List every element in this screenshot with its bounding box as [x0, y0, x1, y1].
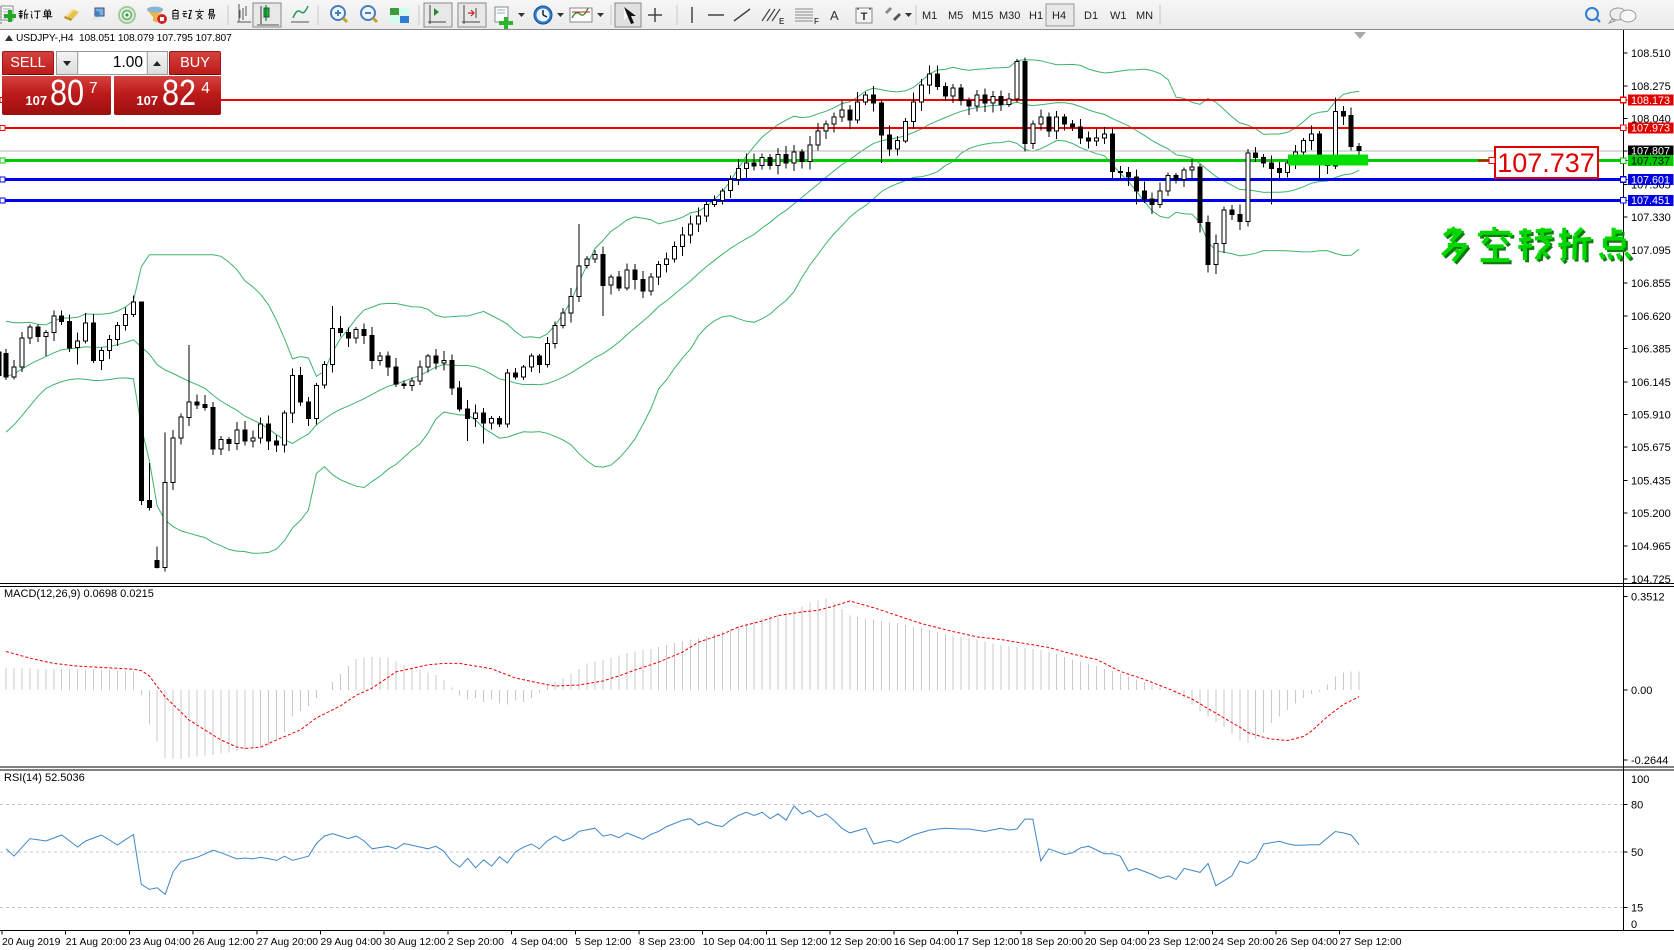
svg-text:107.330: 107.330 [1631, 212, 1671, 224]
svg-text:M5: M5 [948, 10, 963, 22]
svg-text:0.3512: 0.3512 [1631, 592, 1665, 604]
svg-text:11 Sep 12:00: 11 Sep 12:00 [766, 937, 827, 948]
svg-text:26 Sep 04:00: 26 Sep 04:00 [1276, 937, 1338, 948]
svg-text:107.095: 107.095 [1631, 245, 1671, 257]
svg-text:20 Aug 2019: 20 Aug 2019 [2, 937, 61, 948]
svg-text:21 Aug 20:00: 21 Aug 20:00 [66, 937, 127, 948]
svg-text:107.973: 107.973 [1631, 123, 1670, 135]
svg-text:107.807: 107.807 [1631, 146, 1670, 158]
svg-text:18 Sep 20:00: 18 Sep 20:00 [1021, 937, 1083, 948]
svg-text:RSI(14) 52.5036: RSI(14) 52.5036 [4, 772, 85, 784]
svg-text:107.451: 107.451 [1631, 195, 1670, 207]
svg-text:105.910: 105.910 [1631, 410, 1671, 422]
svg-text:104.725: 104.725 [1631, 574, 1671, 586]
svg-text:4 Sep 04:00: 4 Sep 04:00 [512, 937, 568, 948]
svg-text:M1: M1 [922, 10, 937, 22]
svg-text:108.173: 108.173 [1631, 95, 1670, 107]
svg-text:-0.2644: -0.2644 [1631, 755, 1668, 767]
svg-text:24 Sep 20:00: 24 Sep 20:00 [1212, 937, 1274, 948]
svg-text:30 Aug 12:00: 30 Aug 12:00 [384, 937, 445, 948]
svg-text:0.00: 0.00 [1631, 685, 1652, 697]
svg-text:106.855: 106.855 [1631, 278, 1671, 290]
svg-text:107.737: 107.737 [1497, 148, 1595, 178]
svg-text:E: E [779, 17, 784, 26]
svg-text:12 Sep 20:00: 12 Sep 20:00 [830, 937, 892, 948]
svg-text:T: T [861, 11, 868, 23]
svg-text:F: F [814, 17, 819, 26]
svg-text:0: 0 [1631, 919, 1637, 931]
svg-text:23 Aug 04:00: 23 Aug 04:00 [129, 937, 190, 948]
svg-text:MN: MN [1136, 10, 1153, 22]
svg-text:50: 50 [1631, 847, 1643, 859]
svg-text:16 Sep 04:00: 16 Sep 04:00 [894, 937, 956, 948]
svg-text:MACD(12,26,9) 0.0698 0.0215: MACD(12,26,9) 0.0698 0.0215 [4, 588, 154, 600]
svg-text:H1: H1 [1029, 10, 1043, 22]
svg-text:10 Sep 04:00: 10 Sep 04:00 [703, 937, 765, 948]
svg-text:106.145: 106.145 [1631, 377, 1671, 389]
svg-text:106.620: 106.620 [1631, 311, 1671, 323]
svg-text:8 Sep 23:00: 8 Sep 23:00 [639, 937, 695, 948]
svg-text:27 Sep 12:00: 27 Sep 12:00 [1340, 937, 1402, 948]
svg-text:M15: M15 [972, 10, 993, 22]
svg-text:26 Aug 12:00: 26 Aug 12:00 [193, 937, 254, 948]
svg-text:107.737: 107.737 [1631, 155, 1670, 167]
svg-text:H4: H4 [1052, 10, 1066, 22]
svg-text:A: A [830, 8, 839, 23]
svg-text:29 Aug 04:00: 29 Aug 04:00 [321, 937, 382, 948]
svg-text:D1: D1 [1084, 10, 1098, 22]
svg-text:23 Sep 12:00: 23 Sep 12:00 [1149, 937, 1211, 948]
svg-text:W1: W1 [1110, 10, 1127, 22]
svg-text:108.510: 108.510 [1631, 48, 1671, 60]
svg-text:27 Aug 20:00: 27 Aug 20:00 [257, 937, 318, 948]
svg-text:5 Sep 12:00: 5 Sep 12:00 [575, 937, 631, 948]
svg-text:105.675: 105.675 [1631, 442, 1671, 454]
svg-text:17 Sep 12:00: 17 Sep 12:00 [958, 937, 1020, 948]
svg-text:107.601: 107.601 [1631, 174, 1670, 186]
svg-text:104.965: 104.965 [1631, 541, 1671, 553]
svg-text:106.385: 106.385 [1631, 344, 1671, 356]
svg-text:20 Sep 04:00: 20 Sep 04:00 [1085, 937, 1147, 948]
svg-text:80: 80 [1631, 799, 1643, 811]
svg-text:2 Sep 20:00: 2 Sep 20:00 [448, 937, 504, 948]
svg-text:M30: M30 [999, 10, 1020, 22]
svg-text:105.435: 105.435 [1631, 476, 1671, 488]
svg-text:100: 100 [1631, 774, 1649, 786]
svg-text:108.275: 108.275 [1631, 81, 1671, 93]
svg-text:105.200: 105.200 [1631, 508, 1671, 520]
svg-text:15: 15 [1631, 902, 1643, 914]
